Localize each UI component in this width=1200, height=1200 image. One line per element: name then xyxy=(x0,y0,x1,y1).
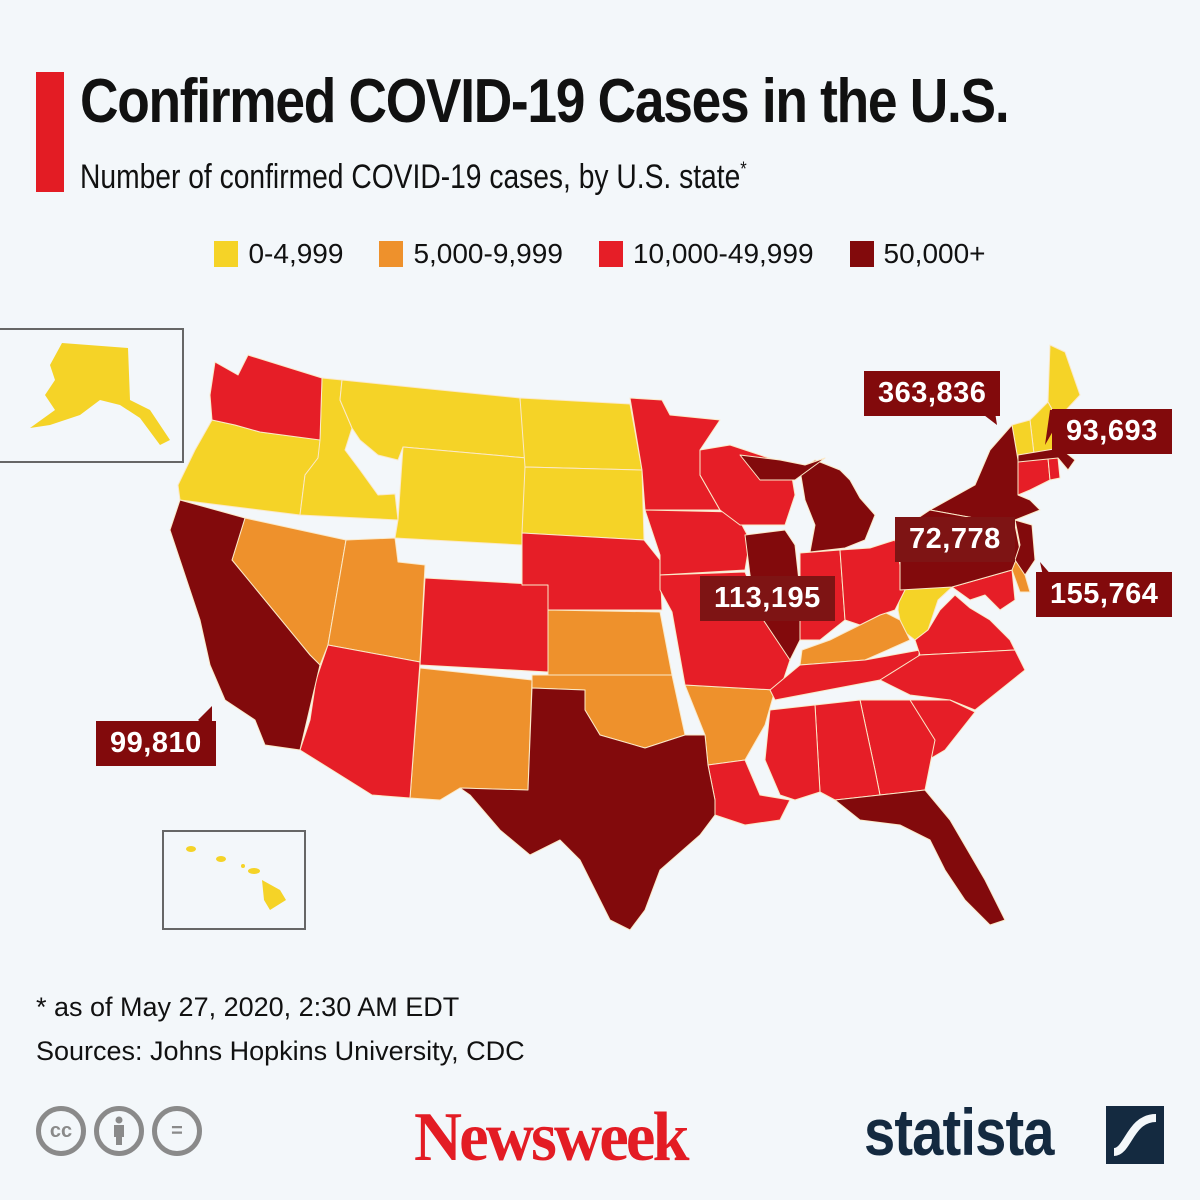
state-montana xyxy=(339,379,528,461)
cc-label: cc xyxy=(49,1119,73,1142)
state-colorado xyxy=(419,577,549,673)
chart-subtitle: Number of confirmed COVID-19 cases, by U… xyxy=(80,158,747,197)
state-wyoming xyxy=(394,446,528,546)
legend-label: 5,000-9,999 xyxy=(413,238,563,269)
state-new-mexico xyxy=(409,667,533,801)
legend-item-50000-plus: 50,000+ xyxy=(849,238,986,270)
callout-new-york: 363,836 xyxy=(864,371,1001,416)
legend-swatch-orange xyxy=(379,241,404,267)
state-washington xyxy=(209,354,323,441)
state-connecticut xyxy=(1017,457,1051,496)
us-choropleth-map xyxy=(0,328,1081,931)
legend-label: 10,000-49,999 xyxy=(632,238,814,269)
state-kansas xyxy=(547,609,673,676)
state-alaska xyxy=(30,343,170,445)
callout-illinois: 113,195 xyxy=(700,576,835,621)
legend-item-10000-49999: 10,000-49,999 xyxy=(598,238,814,270)
callout-massachusetts: 93,693 xyxy=(1052,409,1172,454)
chart-title: Confirmed COVID-19 Cases in the U.S. xyxy=(80,67,1010,136)
legend-swatch-yellow xyxy=(214,241,239,267)
legend-item-0-4999: 0-4,999 xyxy=(214,238,343,270)
cc-icon[interactable]: cc xyxy=(36,1106,86,1156)
person-icon xyxy=(114,1116,124,1145)
state-michigan-upper xyxy=(739,454,826,481)
callout-pennsylvania: 72,778 xyxy=(895,517,1015,562)
callout-california: 99,810 xyxy=(96,721,216,766)
source-note: Sources: Johns Hopkins University, CDC xyxy=(36,1036,525,1066)
legend: 0-4,999 5,000-9,999 10,000-49,999 50,000… xyxy=(0,238,1200,270)
legend-item-5000-9999: 5,000-9,999 xyxy=(379,238,563,270)
state-north-dakota xyxy=(519,397,643,471)
state-texas xyxy=(459,687,716,931)
legend-label: 50,000+ xyxy=(883,238,986,269)
state-mississippi xyxy=(764,704,821,801)
callout-new-jersey: 155,764 xyxy=(1036,572,1173,617)
hawaii-inset-frame xyxy=(162,830,306,930)
state-nebraska xyxy=(521,532,663,611)
state-south-dakota xyxy=(521,466,645,541)
statista-logo[interactable]: statista xyxy=(864,1095,1054,1169)
statista-mark-icon xyxy=(1106,1106,1164,1164)
legend-swatch-red xyxy=(598,241,623,267)
license-icons: cc = xyxy=(36,1106,202,1156)
nd-label: = xyxy=(171,1119,183,1142)
state-new-jersey xyxy=(1014,519,1036,576)
state-florida xyxy=(834,789,1006,926)
alaska-inset-frame xyxy=(0,328,184,463)
title-accent-bar xyxy=(36,72,64,192)
state-ohio xyxy=(839,539,906,626)
subtitle-footnote-mark: * xyxy=(740,158,747,181)
legend-swatch-darkred xyxy=(849,241,874,267)
state-rhode-island xyxy=(1047,457,1061,481)
footnote-date: * as of May 27, 2020, 2:30 AM EDT xyxy=(36,992,460,1022)
state-hawaii xyxy=(186,846,286,910)
legend-label: 0-4,999 xyxy=(248,238,344,269)
subtitle-text: Number of confirmed COVID-19 cases, by U… xyxy=(80,158,741,196)
no-derivatives-icon[interactable]: = xyxy=(152,1106,202,1156)
state-north-carolina xyxy=(879,649,1026,711)
state-michigan-lower xyxy=(799,459,876,553)
state-california xyxy=(169,499,321,751)
attribution-icon[interactable] xyxy=(94,1106,144,1156)
newsweek-logo[interactable]: Newsweek xyxy=(414,1099,690,1176)
